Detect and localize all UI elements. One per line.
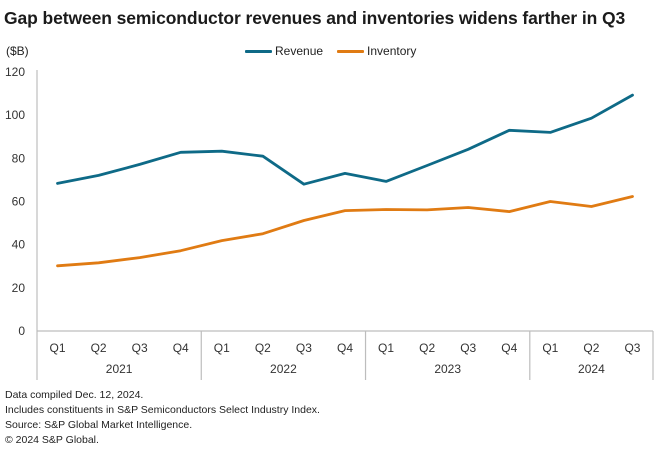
x-group-label: 2023 (434, 362, 461, 376)
series-line-inventory (56, 195, 634, 268)
legend: Revenue Inventory (245, 44, 430, 58)
x-tick-label: Q1 (542, 341, 558, 355)
chart-notes: Data compiled Dec. 12, 2024. Includes co… (5, 388, 320, 448)
y-tick-label: 20 (12, 281, 26, 295)
x-group-label: 2024 (578, 362, 605, 376)
x-tick-label: Q1 (50, 341, 66, 355)
series-line-revenue (56, 93, 634, 186)
y-axis-unit-label: ($B) (6, 44, 29, 58)
x-tick-label: Q2 (419, 341, 435, 355)
legend-label-inventory: Inventory (367, 44, 417, 58)
x-tick-label: Q3 (296, 341, 312, 355)
note-index: Includes constituents in S&P Semiconduct… (5, 404, 320, 416)
note-data-compiled: Data compiled Dec. 12, 2024. (5, 389, 144, 401)
y-tick-label: 60 (12, 195, 26, 209)
y-tick-label: 100 (5, 108, 25, 122)
x-group-label: 2021 (106, 362, 133, 376)
chart-title: Gap between semiconductor revenues and i… (4, 8, 626, 28)
x-group-label: 2022 (270, 362, 297, 376)
x-tick-label: Q4 (173, 341, 189, 355)
x-tick-label: Q3 (624, 341, 640, 355)
x-tick-label: Q2 (583, 341, 599, 355)
legend-swatch-revenue (245, 49, 272, 53)
legend-item-inventory: Inventory (337, 44, 416, 58)
legend-item-revenue: Revenue (245, 44, 323, 58)
x-tick-label: Q4 (337, 341, 353, 355)
legend-swatch-inventory (337, 49, 365, 53)
x-tick-label: Q2 (91, 341, 107, 355)
y-tick-label: 0 (18, 324, 25, 338)
note-copyright: © 2024 S&P Global. (5, 434, 99, 446)
x-tick-label: Q2 (255, 341, 271, 355)
x-tick-label: Q3 (132, 341, 148, 355)
legend-label-revenue: Revenue (275, 44, 324, 58)
x-tick-label: Q1 (378, 341, 394, 355)
y-tick-label: 80 (12, 151, 26, 165)
x-tick-label: Q1 (214, 341, 230, 355)
y-tick-label: 40 (12, 238, 26, 252)
x-tick-label: Q4 (501, 341, 517, 355)
y-tick-label: 120 (5, 65, 25, 79)
note-source: Source: S&P Global Market Intelligence. (5, 419, 193, 431)
x-tick-label: Q3 (460, 341, 476, 355)
